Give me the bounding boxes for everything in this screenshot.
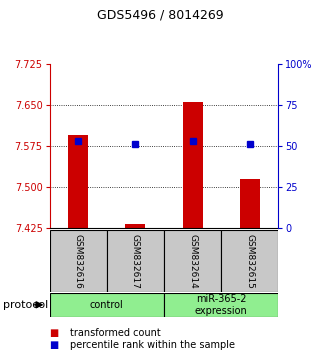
- Text: protocol: protocol: [3, 300, 48, 310]
- Text: GDS5496 / 8014269: GDS5496 / 8014269: [97, 9, 223, 22]
- Bar: [183, 102, 203, 228]
- Bar: [68, 135, 88, 228]
- Bar: [164, 230, 221, 292]
- Bar: [50, 230, 107, 292]
- Text: GSM832616: GSM832616: [74, 234, 83, 289]
- Text: GSM832614: GSM832614: [188, 234, 197, 289]
- Bar: [164, 293, 278, 317]
- Text: ■: ■: [50, 340, 59, 350]
- Bar: [240, 179, 260, 228]
- Text: ■: ■: [50, 329, 59, 338]
- Text: control: control: [90, 300, 124, 310]
- Text: GSM832615: GSM832615: [245, 234, 254, 289]
- Text: GSM832617: GSM832617: [131, 234, 140, 289]
- Bar: [107, 230, 164, 292]
- Text: percentile rank within the sample: percentile rank within the sample: [70, 340, 236, 350]
- Bar: [125, 224, 145, 228]
- Text: transformed count: transformed count: [70, 329, 161, 338]
- Text: miR-365-2
expression: miR-365-2 expression: [195, 294, 248, 316]
- Bar: [50, 293, 164, 317]
- Bar: [221, 230, 278, 292]
